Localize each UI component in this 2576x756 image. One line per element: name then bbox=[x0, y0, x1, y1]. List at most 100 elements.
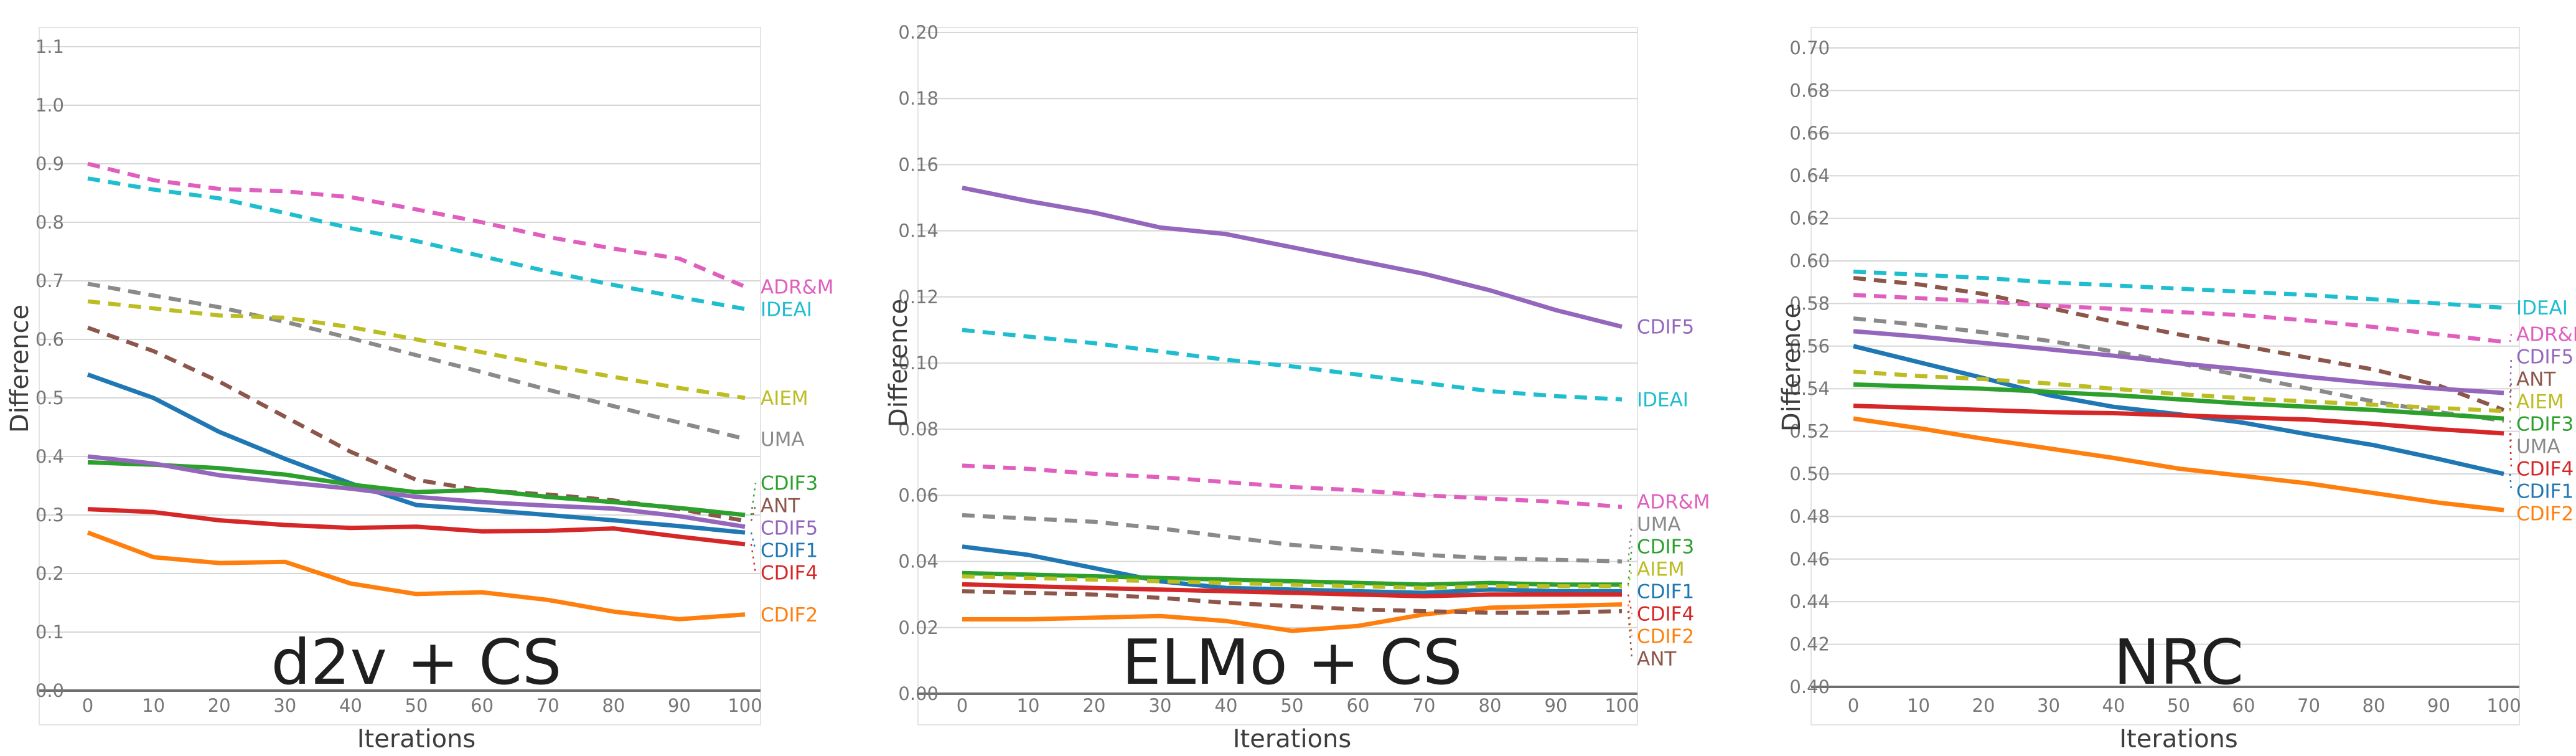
y-tick-label: 0.64 bbox=[1789, 165, 1830, 186]
series-label-ideai: IDEAI bbox=[761, 298, 812, 321]
series-label-ant: ANT bbox=[2516, 368, 2556, 390]
y-tick-label: 0.20 bbox=[898, 22, 939, 43]
x-ticks: 0 10 20 30 40 50 60 70 80 90 100 bbox=[82, 695, 762, 716]
series-line-cdif2 bbox=[962, 602, 1623, 633]
x-tick-label: 10 bbox=[1017, 695, 1040, 716]
series-lines bbox=[962, 186, 1623, 633]
y-tick-label: 0.54 bbox=[1789, 378, 1830, 399]
y-tick-label: 0.00 bbox=[898, 683, 939, 704]
y-tick-label: 0.68 bbox=[1789, 80, 1830, 101]
y-tick-label: 1.1 bbox=[35, 36, 64, 57]
series-line-adr-m bbox=[87, 161, 746, 289]
y-tick-label: 0.70 bbox=[1789, 37, 1830, 59]
y-tick-label: 0.1 bbox=[35, 621, 64, 643]
chart-d2v-cs: 0.0 0.1 0.2 0.3 0.4 0.5 0.6 0.7 0.8 0.9 1.0 1.1 0 10 2… bbox=[6, 27, 834, 754]
x-ticks: 0 10 20 30 40 50 60 70 80 90 100 bbox=[957, 695, 1639, 716]
x-tick-label: 70 bbox=[2297, 695, 2320, 716]
y-tick-label: 0.42 bbox=[1789, 634, 1830, 655]
series-label-cdif4: CDIF4 bbox=[1637, 603, 1694, 625]
chart-nrc: 0.40 0.42 0.44 0.46 0.48 0.50 0.52 0.54 0.56 0.58… bbox=[1777, 27, 2576, 754]
x-tick-label: 80 bbox=[602, 695, 625, 716]
label-leader-cdif4 bbox=[750, 544, 757, 573]
chart-title: ELMo + CS bbox=[1122, 626, 1462, 699]
y-tick-label: 0.66 bbox=[1789, 123, 1830, 144]
series-line-uma bbox=[87, 281, 746, 441]
x-tick-label: 50 bbox=[405, 695, 428, 716]
series-end-labels: IDEAI ADR&MCDIF5ANTAIEMCDIF3UMACDIF4CDIF1… bbox=[2509, 297, 2576, 525]
y-tick-label: 1.0 bbox=[35, 95, 64, 116]
x-tick-label: 100 bbox=[2486, 695, 2521, 716]
chart-elmo-cs: 0.00 0.02 0.04 0.06 0.08 0.10 0.12 0.14 0.16 0.18… bbox=[884, 22, 1710, 754]
y-tick-label: 0.14 bbox=[898, 220, 939, 242]
x-tick-label: 40 bbox=[339, 695, 362, 716]
y-tick-label: 0.56 bbox=[1789, 336, 1830, 357]
series-label-aiem: AIEM bbox=[1637, 558, 1685, 580]
series-line-cdif3 bbox=[962, 570, 1622, 587]
label-leader-cdif3 bbox=[1627, 546, 1633, 585]
series-label-uma: UMA bbox=[1637, 513, 1681, 536]
x-tick-label: 0 bbox=[1848, 695, 1859, 716]
label-leader-adr-m bbox=[2509, 334, 2513, 343]
series-label-cdif1: CDIF1 bbox=[2516, 480, 2574, 503]
series-line-cdif5 bbox=[87, 454, 746, 529]
y-tick-label: 0.12 bbox=[898, 286, 939, 308]
series-label-adr-m: ADR&M bbox=[761, 276, 834, 298]
gridlines-and-y-ticks: 0.0 0.1 0.2 0.3 0.4 0.5 0.6 0.7 0.8 0.9 1.0 1.1 bbox=[35, 36, 761, 701]
series-line-cdif3 bbox=[87, 460, 746, 517]
series-label-cdif4: CDIF4 bbox=[761, 562, 818, 585]
x-tick-label: 0 bbox=[957, 695, 968, 716]
x-tick-label: 50 bbox=[1281, 695, 1304, 716]
chart-title: NRC bbox=[2114, 626, 2244, 699]
series-line-ideai bbox=[87, 176, 746, 311]
series-label-cdif3: CDIF3 bbox=[761, 473, 818, 495]
y-axis-label: Difference bbox=[6, 305, 34, 433]
y-tick-label: 0.2 bbox=[35, 563, 64, 584]
y-tick-label: 0.7 bbox=[35, 270, 64, 291]
x-axis-label: Iterations bbox=[2119, 725, 2238, 754]
series-line-ideai bbox=[1853, 269, 2504, 310]
label-leader-cdif3 bbox=[750, 483, 757, 516]
y-tick-label: 0.3 bbox=[35, 504, 64, 526]
series-label-cdif2: CDIF2 bbox=[761, 604, 818, 626]
y-tick-label: 0.5 bbox=[35, 387, 64, 409]
series-label-cdif5: CDIF5 bbox=[761, 517, 818, 540]
label-leader-ant bbox=[750, 505, 757, 521]
x-tick-label: 90 bbox=[1545, 695, 1568, 716]
series-label-cdif2: CDIF2 bbox=[1637, 625, 1694, 648]
label-leader-aiem bbox=[2509, 401, 2513, 412]
y-tick-label: 0.02 bbox=[898, 617, 939, 638]
series-label-adr-m: ADR&M bbox=[1637, 491, 1710, 513]
x-tick-label: 60 bbox=[471, 695, 494, 716]
label-leader-ant bbox=[1627, 611, 1633, 659]
series-label-cdif2: CDIF2 bbox=[2516, 503, 2574, 525]
label-leader-cdif2 bbox=[1627, 604, 1633, 636]
x-tick-label: 50 bbox=[2167, 695, 2190, 716]
y-tick-label: 0.16 bbox=[898, 154, 939, 175]
series-line-ant bbox=[1853, 276, 2505, 412]
series-line-aiem bbox=[1853, 369, 2504, 413]
label-leader-cdif1 bbox=[2509, 473, 2513, 491]
series-line-cdif5 bbox=[1853, 329, 2504, 395]
y-tick-label: 0.58 bbox=[1789, 293, 1830, 314]
y-tick-label: 0.40 bbox=[1789, 676, 1830, 697]
series-label-cdif4: CDIF4 bbox=[2516, 458, 2574, 480]
x-tick-label: 30 bbox=[2037, 695, 2060, 716]
label-leader-uma bbox=[1627, 524, 1633, 562]
series-line-cdif1 bbox=[87, 372, 746, 535]
series-line-cdif4 bbox=[1853, 404, 2504, 436]
series-line-adr-m bbox=[962, 463, 1623, 509]
series-label-ant: ANT bbox=[761, 495, 800, 517]
x-tick-label: 10 bbox=[1907, 695, 1930, 716]
series-label-ideai: IDEAI bbox=[1637, 389, 1688, 411]
y-tick-label: 0.44 bbox=[1789, 591, 1830, 612]
series-label-cdif1: CDIF1 bbox=[761, 540, 818, 562]
series-label-adr-m: ADR&M bbox=[2516, 323, 2576, 346]
series-label-uma: UMA bbox=[2516, 435, 2560, 458]
series-line-cdif4 bbox=[87, 507, 746, 547]
series-label-ant: ANT bbox=[1637, 648, 1677, 670]
y-tick-label: 0.10 bbox=[898, 352, 939, 374]
series-line-cdif3 bbox=[1853, 382, 2504, 421]
series-line-cdif2 bbox=[1853, 416, 2504, 513]
series-line-aiem bbox=[87, 299, 746, 400]
label-leader-uma bbox=[2509, 420, 2513, 447]
